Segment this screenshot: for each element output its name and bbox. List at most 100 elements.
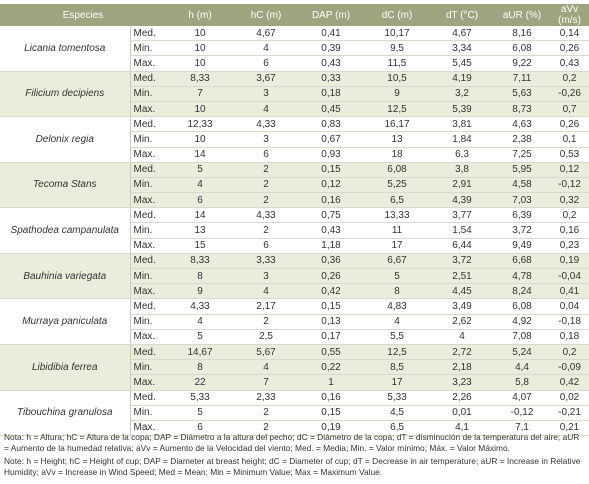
value-cell: 0,26 (298, 268, 365, 285)
value-cell: 0,42 (298, 283, 365, 300)
value-cell: 4,5 (364, 405, 431, 421)
table-body: Licania tomentosa Med. 10 4,67 0,41 10,17 4,67… (0, 26, 589, 437)
value-cell: 3,81 (430, 116, 495, 133)
stat-cell: Min. (130, 131, 167, 148)
table-row: Tibouchina granulosa Med. 5,33 2,33 0,16 5,33… (0, 390, 589, 437)
value-cell: 2 (234, 177, 299, 194)
header-cell: dC (m) (364, 4, 431, 26)
value-cell: 3 (234, 131, 299, 148)
value-cell: 2,72 (430, 344, 495, 361)
value-cell: 17 (364, 374, 431, 391)
value-cell: 0,55 (298, 344, 365, 361)
value-cell: 0,16 (298, 390, 365, 406)
value-cell: 0,67 (298, 131, 365, 148)
value-cell: 2 (234, 405, 299, 421)
value-cell: 0,18 (550, 329, 589, 345)
stat-cell: Min. (130, 222, 167, 239)
species-cell: Libidibia ferrea (0, 344, 131, 391)
value-cell: 0,1 (550, 131, 589, 148)
value-cell: 4,92 (494, 314, 551, 330)
value-cell: 8,33 (166, 71, 235, 87)
value-cell: 6,5 (364, 192, 431, 209)
value-cell: 6,08 (494, 40, 551, 57)
table-row: Max. 22 7 1 17 3,23 5,8 0,42 (0, 374, 589, 391)
header-cell: dT (°C) (430, 4, 495, 26)
value-cell: 9 (166, 283, 235, 300)
value-cell: 6,44 (430, 238, 495, 254)
species-cell: Tecoma Stans (0, 162, 131, 209)
value-cell: 9,49 (494, 238, 551, 254)
table-row: Murraya paniculata Med. 4,33 2,17 0,15 4,83 3,… (0, 298, 589, 345)
table-row: Max. 10 6 0,43 11,5 5,45 9,22 0,43 (0, 55, 589, 72)
table-row: Min. 4 2 0,12 5,25 2,91 4,58 -0,12 (0, 177, 589, 194)
species-cell: Bauhinia variegata (0, 253, 131, 300)
notes: Nota: h = Altura; hC = Altura de la copa… (4, 432, 586, 480)
table-row: Max. 10 4 0,45 12,5 5,39 8,73 0,7 (0, 101, 589, 118)
table-row: Min. 8 4 0,22 8,5 2,18 4,4 -0,09 (0, 359, 589, 376)
value-cell: 8,16 (494, 26, 551, 42)
table-row: Max. 5 2,5 0,17 5,5 4 7,08 0,18 (0, 329, 589, 345)
value-cell: 8,5 (364, 359, 431, 376)
value-cell: 6,3 (430, 147, 495, 163)
table-row: Max. 14 6 0,93 18 6,3 7,25 0,53 (0, 147, 589, 163)
value-cell: 2 (234, 222, 299, 239)
value-cell: 1,18 (298, 238, 365, 254)
value-cell: 8,73 (494, 101, 551, 118)
table-row: Max. 6 2 0,16 6,5 4,39 7,03 0,32 (0, 192, 589, 209)
value-cell: -0,18 (550, 314, 589, 330)
header-cell: aUR (%) (494, 4, 551, 26)
value-cell: 3 (234, 86, 299, 102)
value-cell: 3,34 (430, 40, 495, 57)
value-cell: 0,19 (550, 253, 589, 270)
table-row: Min. 5 2 0,15 4,5 0,01 -0,12 -0,21 (0, 405, 589, 421)
stat-cell: Med. (130, 116, 167, 133)
stat-cell: Max. (130, 329, 167, 345)
value-cell: -0,12 (494, 405, 551, 421)
value-cell: 4,33 (234, 207, 299, 224)
table-row: Spathodea campanulata Med. 14 4,33 0,75 13,33… (0, 207, 589, 254)
value-cell: 5,25 (364, 177, 431, 194)
value-cell: 9,22 (494, 55, 551, 72)
value-cell: 4,45 (430, 283, 495, 300)
header-cell: hC (m) (234, 4, 299, 26)
value-cell: 0,14 (550, 26, 589, 42)
value-cell: 0,23 (550, 238, 589, 254)
table-row: Tecoma Stans Med. 5 2 0,15 6,08 3,8 5,95 0,12 (0, 162, 589, 209)
value-cell: 2,26 (430, 390, 495, 406)
value-cell: -0,26 (550, 86, 589, 102)
value-cell: 4,4 (494, 359, 551, 376)
value-cell: 2,17 (234, 298, 299, 315)
table-row: Max. 6 2 0,19 6,5 4,1 7,1 0,21 (0, 420, 589, 437)
value-cell: 0,16 (550, 222, 589, 239)
value-cell: 4,19 (430, 71, 495, 87)
value-cell: 3 (234, 268, 299, 285)
value-cell: 0,21 (550, 420, 589, 437)
value-cell: 4,39 (430, 192, 495, 209)
value-cell: 4,67 (430, 26, 495, 42)
table-row: Libidibia ferrea Med. 14,67 5,67 0,55 12,5 2,7… (0, 344, 589, 391)
value-cell: 2 (234, 314, 299, 330)
value-cell: 4,63 (494, 116, 551, 133)
value-cell: 4,78 (494, 268, 551, 285)
value-cell: 4 (166, 314, 235, 330)
value-cell: 0,43 (298, 222, 365, 239)
species-cell: Tibouchina granulosa (0, 390, 131, 437)
value-cell: 2,51 (430, 268, 495, 285)
value-cell: 9,5 (364, 40, 431, 57)
value-cell: 0,39 (298, 40, 365, 57)
value-cell: 10 (166, 55, 235, 72)
value-cell: 3,8 (430, 162, 495, 178)
stat-cell: Med. (130, 344, 167, 361)
value-cell: 0,75 (298, 207, 365, 224)
stat-cell: Max. (130, 55, 167, 72)
value-cell: 5,39 (430, 101, 495, 118)
value-cell: 10 (166, 26, 235, 42)
stat-cell: Med. (130, 253, 167, 270)
stat-cell: Min. (130, 405, 167, 421)
value-cell: 5,45 (430, 55, 495, 72)
value-cell: 10,5 (364, 71, 431, 87)
header-cell: aVv (m/s) (550, 4, 589, 26)
table-row: Min. 10 4 0,39 9,5 3,34 6,08 0,26 (0, 40, 589, 57)
value-cell: 6,68 (494, 253, 551, 270)
